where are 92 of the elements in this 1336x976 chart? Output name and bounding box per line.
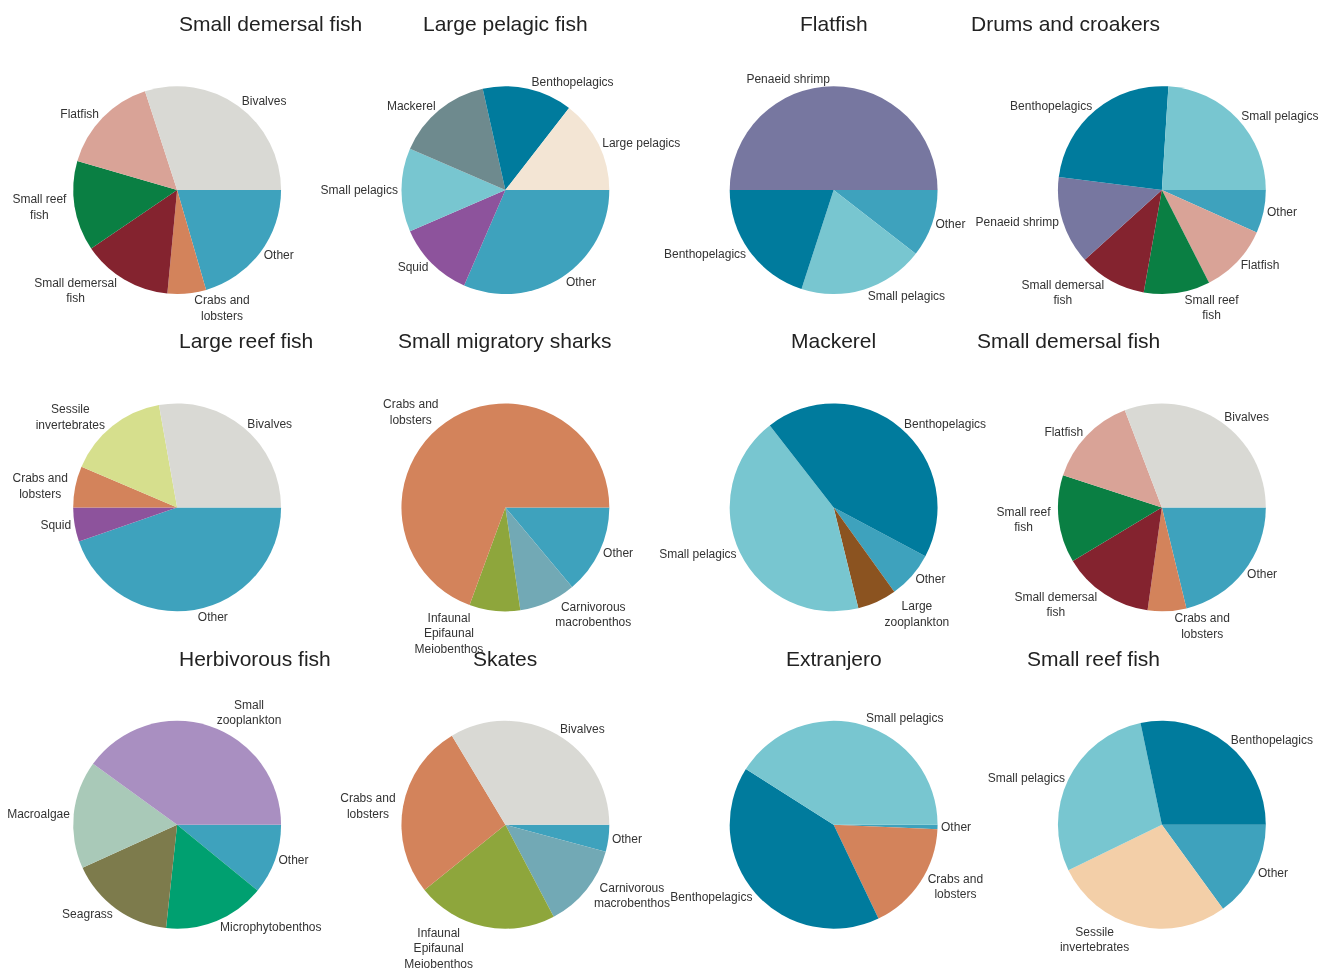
slice-label: Large zooplankton <box>884 599 950 629</box>
slice-label: Macroalgae <box>7 807 71 822</box>
slice-label: Crabs and lobsters <box>1174 611 1230 641</box>
slice-label: Other <box>1257 866 1288 881</box>
slice-label: Small pelagics <box>987 770 1066 785</box>
chart-title: Mackerel <box>791 329 877 352</box>
slice-label: Bivalves <box>560 722 605 737</box>
chart-title: Large pelagic fish <box>423 12 588 35</box>
slice-label: Infaunal Epifaunal Meiobenthos <box>404 925 473 971</box>
pie-slice <box>729 86 938 191</box>
pie-slice <box>833 190 938 254</box>
slice-label: Squid <box>40 517 72 532</box>
slice-label: Other <box>1267 205 1298 220</box>
slice-label: Small demersal fish <box>34 275 117 306</box>
slice-label: Bivalves <box>1224 410 1270 425</box>
slice-label: Carnivorous macrobenthos <box>593 880 670 911</box>
slice-label: Other <box>263 248 294 263</box>
slice-label: Small pelagics <box>866 711 944 726</box>
chart-title: Small reef fish <box>1027 647 1161 670</box>
slice-label: Small demersal fish <box>1014 589 1098 620</box>
slice-label: Crabs and lobsters <box>383 397 439 428</box>
chart-title: Small migratory sharks <box>398 329 612 352</box>
slice-label: Penaeid shrimp <box>746 72 831 87</box>
slice-label: Seagrass <box>62 906 113 921</box>
slice-label: Flatfish <box>60 107 99 122</box>
slice-label: Other <box>565 274 596 289</box>
pie-slice <box>469 507 521 612</box>
chart-title: Flatfish <box>800 12 868 35</box>
pie-slice <box>833 507 895 609</box>
slice-label: Small pelagics <box>867 288 946 303</box>
pie-slice <box>451 720 610 825</box>
slice-label: Benthopelagics <box>1010 98 1093 113</box>
slice-label: Small demersal fish <box>1021 277 1105 308</box>
chart-title: Small demersal fish <box>977 329 1161 352</box>
slice-label: Crabs and lobsters <box>927 871 984 902</box>
slice-label: Crabs and lobsters <box>12 471 68 501</box>
slice-label: Sessile invertebrates <box>1059 924 1130 955</box>
slice-label: Carnivorous macrobenthos <box>555 599 632 630</box>
slice-label: Mackerel <box>386 98 436 113</box>
pie-slice <box>401 735 506 890</box>
slice-label: Other <box>197 609 228 624</box>
slice-label: Crabs and lobsters <box>194 293 250 324</box>
pie-slice <box>1068 824 1223 929</box>
slice-label: Other <box>935 217 966 232</box>
slice-label: Benthopelagics <box>1230 732 1313 747</box>
pie-slice <box>1143 190 1210 294</box>
slice-label: Other <box>1247 567 1278 582</box>
slice-label: Other <box>278 853 309 868</box>
slice-label: Bivalves <box>241 94 287 109</box>
slice-label: Other <box>915 571 946 586</box>
slice-label: Large pelagics <box>602 136 681 151</box>
pie-slice <box>1057 177 1162 260</box>
slice-label: Other <box>941 820 972 835</box>
chart-title: Herbivorous fish <box>179 647 331 670</box>
chart-title: Small demersal fish <box>179 12 363 35</box>
slice-label: Other <box>611 831 642 846</box>
pie-slice <box>167 190 207 295</box>
pie-slice <box>464 190 610 294</box>
pie-slice <box>1161 190 1266 233</box>
slice-label: Flatfish <box>1044 425 1084 440</box>
pie-slice <box>78 507 282 612</box>
slice-label: Small pelagics <box>659 547 737 562</box>
slice-label: Benthopelagics <box>531 75 614 89</box>
slice-label: Small pelagics <box>320 183 398 198</box>
chart-title: Extranjero <box>786 647 882 670</box>
pie-slice <box>73 763 178 868</box>
slice-label: Small zooplankton <box>216 697 282 728</box>
pie-slice <box>424 824 554 929</box>
chart-title: Drums and croakers <box>971 12 1161 35</box>
slice-label: Small pelagics <box>1241 108 1319 123</box>
chart-title: Large reef fish <box>179 329 314 352</box>
pie-slice <box>401 148 506 232</box>
slice-label: Flatfish <box>1240 258 1280 273</box>
slice-label: Benthopelagics <box>663 246 747 261</box>
pie-slice <box>505 824 610 852</box>
slice-label: Small reef fish <box>1184 292 1240 323</box>
pie-slice <box>1147 507 1187 612</box>
slice-label: Squid <box>397 260 429 275</box>
slice-label: Small reef fish <box>12 191 68 222</box>
slice-label: Sessile invertebrates <box>35 402 105 432</box>
slice-label: Benthopelagics <box>904 416 987 431</box>
slice-label: Benthopelagics <box>670 889 753 904</box>
pie-slice <box>1058 475 1162 561</box>
pie-slice <box>73 161 178 249</box>
slice-label: Small reef fish <box>996 504 1052 535</box>
slice-label: Microphytobenthos <box>220 919 322 934</box>
slice-label: Penaeid shrimp <box>975 214 1060 229</box>
pie-slice <box>73 507 178 542</box>
slice-label: Crabs and lobsters <box>340 791 396 821</box>
slice-label: Bivalves <box>247 416 293 431</box>
slice-label: Other <box>603 545 634 560</box>
pie-slice <box>73 466 178 508</box>
